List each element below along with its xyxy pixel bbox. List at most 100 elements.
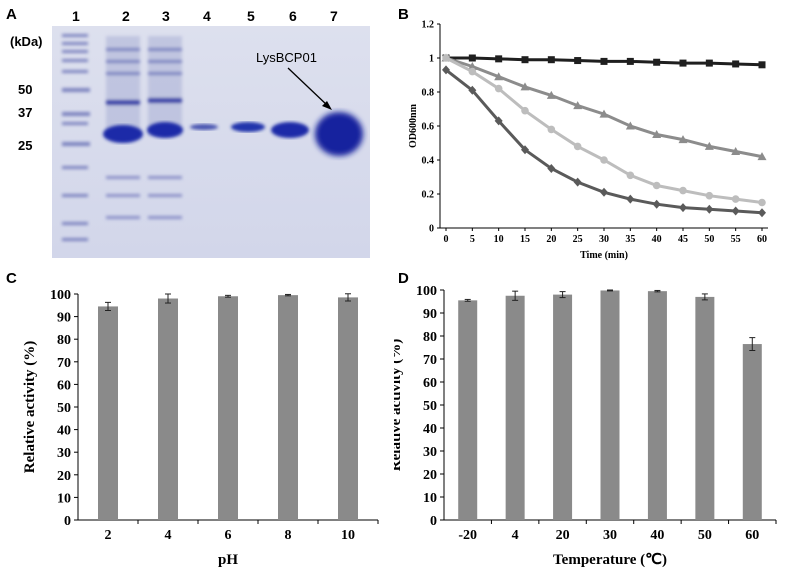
y-tick-label: 0 — [429, 224, 434, 235]
y-tick-label: 0.8 — [422, 88, 435, 99]
series-0-point — [468, 54, 476, 62]
x-tick-label: 5 — [470, 234, 475, 245]
bar-6 — [218, 296, 238, 520]
bar-10 — [338, 297, 358, 520]
x-tick-label: 20 — [546, 234, 556, 245]
series-1-point — [599, 109, 609, 118]
y-tick-label: 20 — [57, 469, 71, 484]
series-0-point — [574, 57, 582, 65]
series-0-point — [600, 57, 608, 65]
ph-activity-chart: 0 10 20 30 40 50 60 70 80 90 100 2 4 6 8 10 pH Relative a… — [22, 288, 379, 568]
series-1-point — [520, 82, 530, 91]
y-axis-label: Relative activity (%) — [22, 341, 38, 473]
series-1-point — [625, 121, 635, 130]
series-1-point — [546, 90, 556, 99]
lysis-time-course-chart: 0 0.2 0.4 0.6 0.8 1 1.2 0 5 10 15 20 25 30 35 40 45 50 55 6… — [408, 20, 768, 261]
series-2-point — [679, 186, 687, 195]
series-2-point — [494, 84, 503, 93]
y-tick-label: 0.4 — [422, 156, 435, 167]
x-tick-label: 45 — [678, 234, 688, 245]
gel-lane-2: 2 — [122, 8, 130, 24]
gel-bands — [52, 26, 370, 258]
bar-4 — [505, 295, 525, 520]
series-0-point — [653, 58, 661, 66]
series-2-point — [731, 195, 740, 203]
x-tick-label: 4 — [165, 528, 172, 543]
bar-4 — [158, 298, 178, 520]
y-tick-label: 50 — [423, 399, 437, 414]
y-tick-label: 50 — [57, 401, 71, 416]
bar-20 — [553, 294, 573, 520]
x-tick-label: 4 — [512, 528, 519, 543]
gel-annotation-lysbcp01: LysBCP01 — [256, 50, 317, 65]
temperature-activity-chart: 0 10 20 30 40 50 60 70 80 90 100 -20 4 20 30 40 50 60 Temp… — [394, 284, 777, 568]
gel-lane-1: 1 — [72, 8, 80, 24]
bar-50 — [695, 296, 715, 520]
series-1-point — [573, 101, 583, 110]
y-tick-label: 0.6 — [422, 122, 435, 133]
series-3-point — [652, 199, 661, 209]
x-tick-label: 50 — [698, 528, 712, 543]
x-tick-label: 10 — [341, 528, 355, 543]
y-tick-label: 20 — [423, 468, 437, 483]
x-tick-label: 6 — [225, 528, 232, 543]
x-axis-label: pH — [218, 552, 238, 568]
series-2-point — [547, 125, 556, 134]
series-0-point — [758, 61, 766, 69]
series-3-point — [494, 116, 503, 126]
gel-marker-25: 25 — [18, 138, 33, 153]
y-tick-label: 90 — [423, 307, 437, 322]
series-1-point — [704, 141, 714, 150]
series-2-point — [705, 191, 714, 200]
series-3-point — [731, 206, 740, 216]
series-line-1 — [445, 56, 763, 159]
x-tick-label: 60 — [745, 528, 759, 543]
series-0-point — [495, 55, 503, 63]
y-tick-label: 100 — [416, 284, 437, 299]
y-tick-label: 10 — [423, 491, 437, 506]
series-2-point — [600, 156, 608, 164]
series-2-point — [468, 67, 477, 76]
gel-marker-50: 50 — [18, 82, 33, 97]
y-tick-label: 30 — [423, 445, 437, 460]
x-tick-label: 10 — [494, 234, 504, 245]
bar--20 — [458, 300, 478, 520]
series-2-point — [652, 181, 661, 190]
series-0-point — [626, 57, 634, 65]
x-tick-label: 40 — [650, 528, 664, 543]
y-tick-label: 0.2 — [422, 190, 435, 201]
gel-kda-title: (kDa) — [10, 34, 43, 49]
series-3-point — [573, 177, 582, 187]
panel-letter-b: B — [398, 6, 409, 23]
x-tick-label: 30 — [599, 234, 609, 245]
x-tick-label: 40 — [652, 234, 662, 245]
panel-letter-d: D — [398, 270, 409, 287]
x-axis-label: Time (min) — [580, 250, 628, 261]
bar-40 — [647, 291, 667, 520]
series-3-point — [758, 208, 766, 218]
x-tick-label: 15 — [520, 234, 530, 245]
series-3-point — [679, 203, 687, 213]
x-tick-label: -20 — [458, 528, 477, 543]
x-tick-label: 20 — [556, 528, 570, 543]
gel-marker-37: 37 — [18, 105, 33, 120]
y-axis-label: OD600nm — [408, 103, 419, 148]
series-3-point — [547, 164, 556, 173]
series-line-2 — [445, 56, 763, 204]
gel-image — [52, 26, 370, 258]
x-tick-label: 50 — [704, 234, 714, 245]
series-1-point — [467, 62, 477, 70]
series-0-point — [679, 59, 687, 67]
x-tick-label: 30 — [603, 528, 617, 543]
y-axis-label: Relative activity (%) — [394, 339, 404, 471]
series-3-point — [705, 204, 714, 214]
y-tick-label: 100 — [50, 288, 71, 303]
gel-lane-6: 6 — [289, 8, 297, 24]
gel-lane-5: 5 — [247, 8, 255, 24]
series-2-point — [758, 198, 766, 207]
series-3-point — [468, 85, 477, 95]
y-tick-label: 30 — [57, 446, 71, 461]
series-1-point — [494, 72, 504, 81]
y-tick-label: 70 — [423, 353, 437, 368]
x-tick-label: 55 — [731, 234, 741, 245]
